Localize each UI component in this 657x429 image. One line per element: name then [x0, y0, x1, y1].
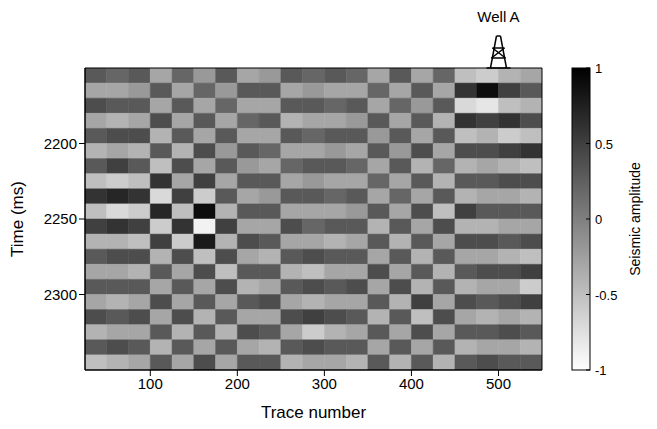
- svg-text:100: 100: [138, 375, 163, 392]
- svg-text:Seismic amplitude: Seismic amplitude: [627, 162, 643, 276]
- svg-text:400: 400: [399, 375, 424, 392]
- svg-text:2300: 2300: [44, 286, 77, 303]
- svg-text:Well A: Well A: [477, 8, 519, 25]
- svg-text:0.5: 0.5: [595, 137, 613, 152]
- svg-text:1: 1: [595, 61, 602, 76]
- svg-text:0: 0: [595, 212, 602, 227]
- svg-text:Trace number: Trace number: [261, 403, 367, 422]
- svg-text:-1: -1: [595, 363, 607, 378]
- svg-text:2200: 2200: [44, 135, 77, 152]
- svg-text:Time (ms): Time (ms): [8, 181, 27, 257]
- svg-text:-0.5: -0.5: [595, 288, 617, 303]
- svg-text:200: 200: [225, 375, 250, 392]
- svg-text:300: 300: [312, 375, 337, 392]
- svg-text:500: 500: [486, 375, 511, 392]
- svg-text:2250: 2250: [44, 210, 77, 227]
